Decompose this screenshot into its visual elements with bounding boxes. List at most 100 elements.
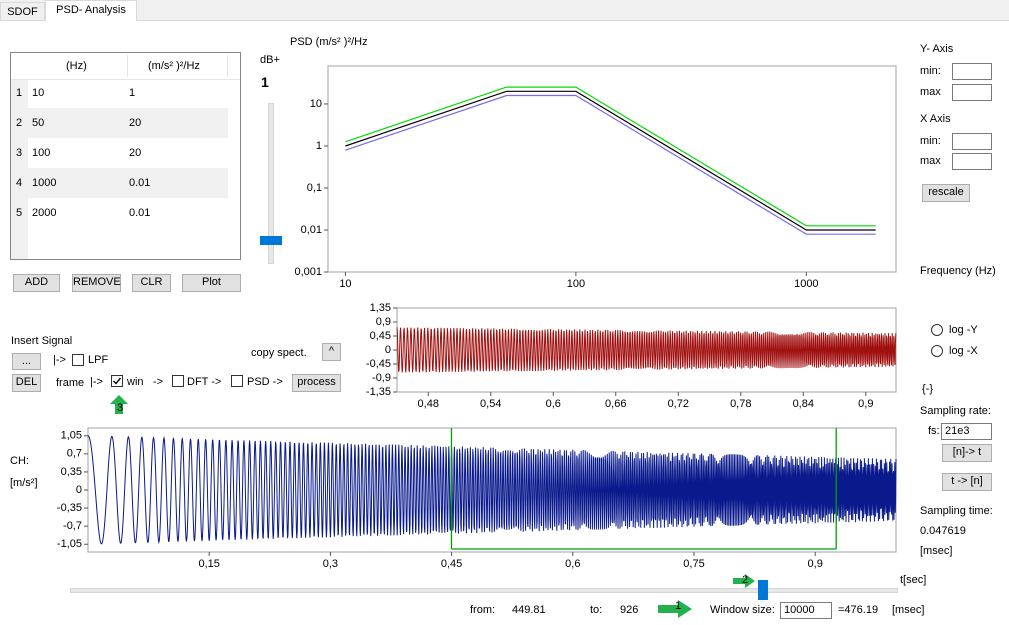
waveform [87,435,897,545]
label: min: [920,65,941,77]
label: -> [153,376,164,388]
label: win [127,376,144,388]
tab-active[interactable]: PSD- Analysis [45,0,137,21]
ymax-input[interactable] [952,84,992,101]
label: Sampling rate: [920,405,991,417]
ymin-input[interactable] [952,63,992,80]
y-tick-label: 0,35 [61,466,82,478]
row-number: 2 [16,117,23,129]
psd-line [345,94,876,235]
cell: 50 [32,117,45,129]
y-tick-label: 1,35 [370,302,391,314]
x-axis-label: t[sec] [900,574,927,586]
radio[interactable] [931,345,943,357]
label: max [920,86,941,98]
cell: 1 [129,87,136,99]
row-number: 5 [16,207,23,219]
row-band [28,108,228,138]
x-tick-label: 0,72 [668,398,689,410]
x-tick-label: 0,66 [605,398,626,410]
copy-up-button[interactable]: ^ [322,343,341,361]
psd-line [345,86,876,227]
cell: 10 [32,87,45,99]
t-to-n-button[interactable]: t -> [n] [942,473,992,491]
y-tick-label: 0,1 [307,182,322,194]
column-header: (m/s² )²/Hz [148,60,200,72]
y-tick-label: -0,7 [63,520,82,532]
window-slider-handle[interactable] [758,580,768,600]
row-header-column [11,53,28,259]
x-tick-label: 0,6 [565,558,580,570]
button[interactable]: REMOVE [72,274,121,292]
x-tick-label: 0,3 [323,558,338,570]
x-tick-label: 0,15 [198,558,219,570]
rescale-button[interactable]: rescale [922,184,970,202]
checkbox[interactable] [231,375,243,387]
x-tick-label: 100 [567,278,585,290]
y-tick-label: 0,45 [370,330,391,342]
column-header: (Hz) [66,60,87,72]
fs-input[interactable]: 21e3 [941,423,992,440]
y-tick-label: 0,001 [294,266,322,278]
gain-value: 1 [261,74,269,90]
to-value: 926 [620,604,639,616]
check-mark [113,377,122,385]
label: Frequency (Hz) [920,265,996,277]
window-size-input[interactable]: 10000 [780,602,832,619]
psd-title: PSD (m/s² )²/Hz [290,36,368,48]
tab[interactable]: SDOF [0,2,45,20]
header-row [11,53,240,80]
label: log -X [949,345,978,357]
gain-slider-handle[interactable] [260,236,282,245]
y-tick-label: -0,9 [372,372,391,384]
y-tick-label: 0,9 [376,316,391,328]
label: DFT -> [187,376,222,388]
cell: 100 [32,147,51,159]
separator [127,55,128,77]
radio[interactable] [931,324,943,336]
y-tick-label: -1,05 [57,538,82,550]
label: copy spect. [251,347,307,359]
label: [msec] [892,604,925,616]
check-mark [113,377,122,385]
checkbox[interactable] [72,354,84,366]
x-tick-label: 0,9 [808,558,823,570]
y-tick-label: 1 [316,140,322,152]
y-tick-label: 0,01 [301,224,322,236]
cell: 1000 [32,177,57,189]
label: to: [590,604,603,616]
gain-label: dB+ [260,54,280,66]
button[interactable]: Plot [182,274,241,292]
x-tick-label: 0,45 [441,558,462,570]
label: |-> [90,376,103,388]
channel-label: CH: [10,455,29,467]
button[interactable]: CLR [132,274,171,292]
label: frame [56,377,85,389]
from-value: 449.81 [512,604,546,616]
checkbox[interactable] [111,375,123,387]
label: from: [470,604,496,616]
cell: 20 [129,117,142,129]
y-tick-label: 0,7 [67,448,82,460]
xmin-input[interactable] [952,133,992,150]
plot-area [327,65,897,273]
del-button[interactable]: DEL [12,374,41,392]
row-number: 3 [16,147,23,159]
label: {-} [922,383,934,395]
row-band [28,168,228,198]
y-tick-label: -1,35 [366,386,391,398]
gain-slider-track[interactable] [268,103,274,264]
browse-button[interactable]: ... [12,353,41,370]
psd-line [345,90,876,231]
button[interactable]: ADD [13,274,60,292]
n-to-t-button[interactable]: [n]-> t [942,444,992,462]
x-tick-label: 0,6 [546,398,561,410]
waveform [396,327,897,373]
label: [msec] [920,545,953,557]
process-button[interactable]: process [292,374,341,392]
window-slider-track[interactable] [70,588,898,593]
cell: 0.01 [129,177,151,189]
xmax-input[interactable] [952,153,992,170]
checkbox[interactable] [172,375,184,387]
